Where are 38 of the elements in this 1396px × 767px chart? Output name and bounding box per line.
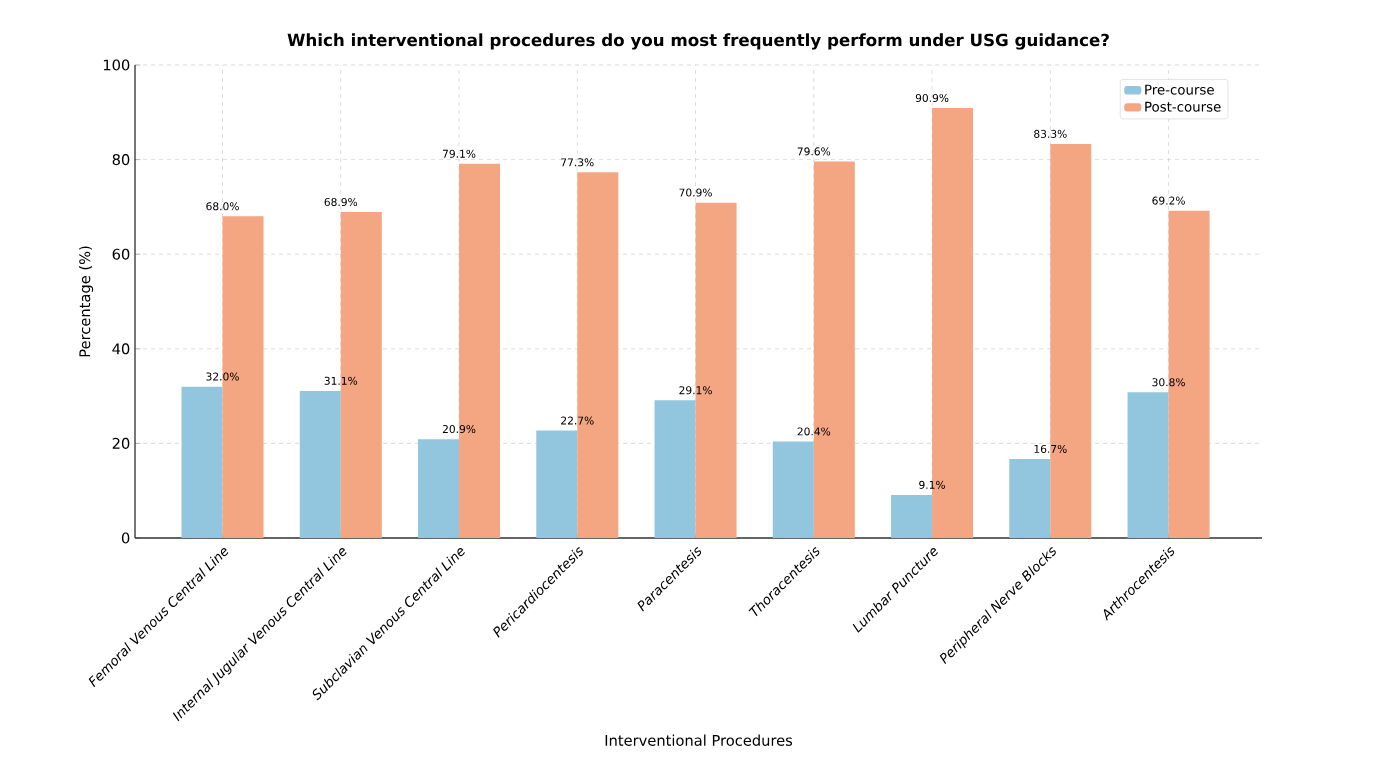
legend-label: Pre-course	[1145, 84, 1214, 95]
bar	[1009, 459, 1051, 538]
x-axis-title: Interventional Procedures	[605, 734, 793, 746]
data-label: 30.8%	[1152, 378, 1185, 387]
data-label: 31.1%	[324, 376, 358, 385]
data-label: 29.1%	[679, 386, 712, 395]
chart-title: Which interventional procedures do you most frequently perform under USG guidance?	[287, 33, 1109, 50]
legend-label: Post-course	[1145, 101, 1221, 112]
bar	[299, 390, 341, 538]
data-label: 79.6%	[797, 147, 831, 156]
data-label: 90.9%	[915, 93, 949, 102]
y-tick-label: 0	[121, 532, 130, 544]
bar	[654, 400, 696, 538]
y-tick-label: 80	[112, 154, 130, 166]
y-tick-label: 100	[103, 59, 130, 71]
data-label: 70.9%	[679, 188, 712, 197]
bar	[1127, 392, 1169, 538]
data-label: 83.3%	[1034, 129, 1067, 138]
bar	[181, 386, 223, 538]
data-label: 20.4%	[797, 427, 831, 436]
bar	[891, 494, 933, 538]
data-label: 9.1%	[919, 480, 946, 489]
bar	[772, 441, 814, 538]
y-tick-label: 60	[112, 248, 130, 260]
bar	[536, 430, 578, 538]
data-label: 16.7%	[1034, 444, 1067, 453]
data-label: 68.9%	[324, 197, 358, 207]
data-label: 22.7%	[561, 416, 594, 425]
y-tick-label: 40	[112, 343, 130, 355]
bar	[418, 439, 460, 538]
data-label: 77.3%	[561, 158, 594, 167]
data-label: 68.0%	[206, 202, 239, 211]
y-axis-title: Percentage (%)	[78, 246, 94, 357]
data-label: 79.1%	[442, 149, 476, 158]
data-label: 32.0%	[206, 372, 239, 381]
y-tick-label: 20	[112, 437, 130, 449]
data-label: 20.9%	[442, 425, 476, 434]
data-label: 69.2%	[1152, 196, 1185, 205]
